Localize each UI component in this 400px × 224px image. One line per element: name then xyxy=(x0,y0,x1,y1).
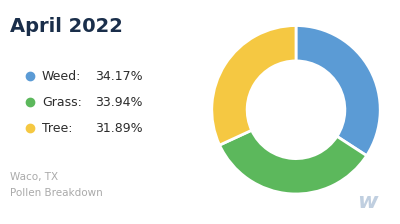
Text: April 2022: April 2022 xyxy=(10,17,123,36)
Text: Waco, TX: Waco, TX xyxy=(10,172,58,182)
Text: 34.17%: 34.17% xyxy=(95,69,143,82)
Wedge shape xyxy=(296,26,380,156)
Text: Pollen Breakdown: Pollen Breakdown xyxy=(10,188,103,198)
Text: w: w xyxy=(358,192,378,212)
Wedge shape xyxy=(220,130,367,194)
Wedge shape xyxy=(212,26,296,145)
Text: Tree:: Tree: xyxy=(42,121,72,134)
Text: 31.89%: 31.89% xyxy=(95,121,143,134)
Text: Weed:: Weed: xyxy=(42,69,81,82)
Text: Grass:: Grass: xyxy=(42,95,82,108)
Text: 33.94%: 33.94% xyxy=(95,95,142,108)
